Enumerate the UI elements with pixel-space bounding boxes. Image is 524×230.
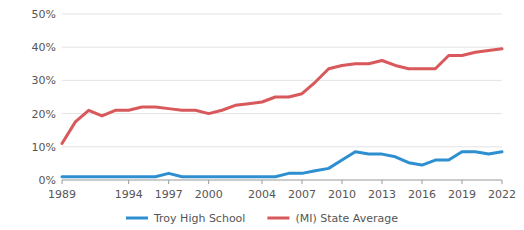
x-tick [262, 180, 263, 184]
x-tick-label: 1989 [48, 188, 76, 201]
x-tick-label: 2013 [368, 188, 396, 201]
x-tick-label: 2000 [195, 188, 223, 201]
x-tick-label: 1997 [155, 188, 183, 201]
x-tick-label: 2022 [488, 188, 516, 201]
series-line [62, 152, 502, 177]
grid-line [62, 47, 502, 48]
x-tick [462, 180, 463, 184]
x-tick-label: 2010 [328, 188, 356, 201]
legend: Troy High School (MI) State Average [126, 212, 398, 225]
x-tick [382, 180, 383, 184]
legend-swatch [267, 217, 289, 220]
x-tick-label: 2019 [448, 188, 476, 201]
y-tick-label: 0% [39, 174, 56, 187]
x-tick [422, 180, 423, 184]
legend-label: Troy High School [153, 212, 245, 225]
y-tick-label: 10% [32, 141, 56, 154]
plot-area [62, 49, 502, 177]
y-tick-label: 30% [32, 74, 56, 87]
grid-line [62, 180, 502, 181]
x-tick [342, 180, 343, 184]
y-tick-label: 20% [32, 108, 56, 121]
series-line [62, 49, 502, 144]
x-tick [302, 180, 303, 184]
y-tick-label: 50% [32, 8, 56, 21]
y-tick-label: 40% [32, 41, 56, 54]
chart: 0% 10% 20% 30% 40% 50% 1989 1994 1997 2000 2004 200… [0, 0, 524, 230]
x-tick-label: 1994 [115, 188, 143, 201]
grid-line [62, 14, 502, 15]
x-tick [62, 180, 63, 184]
x-tick [168, 180, 169, 184]
grid-line [62, 80, 502, 81]
x-tick [502, 180, 503, 184]
legend-label: (MI) State Average [295, 212, 398, 225]
legend-swatch [126, 217, 148, 220]
grid-line [62, 113, 502, 114]
x-tick [208, 180, 209, 184]
x-tick-label: 2004 [248, 188, 276, 201]
x-tick-label: 2007 [288, 188, 316, 201]
grid-line [62, 146, 502, 147]
x-tick-label: 2016 [408, 188, 436, 201]
x-tick [128, 180, 129, 184]
